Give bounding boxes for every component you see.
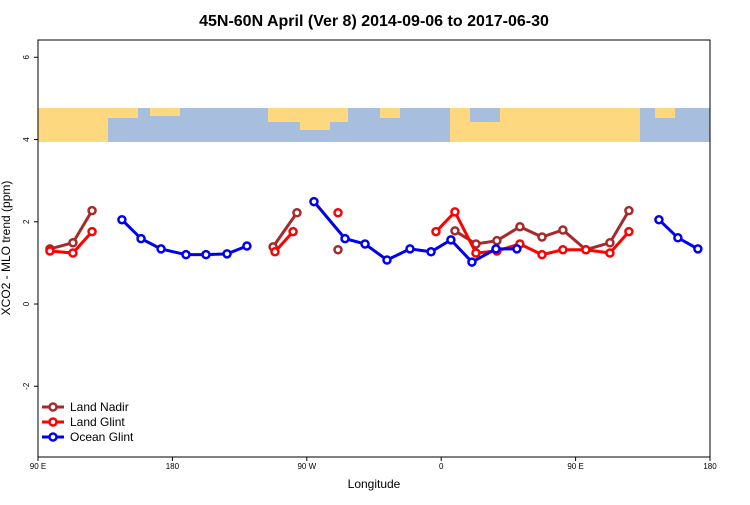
legend-label: Ocean Glint: [70, 430, 134, 444]
data-point: [605, 248, 615, 258]
data-point: [558, 244, 568, 255]
y-tick-label: 4: [22, 137, 31, 142]
x-tick-label: 0: [439, 462, 444, 471]
data-point: [558, 225, 568, 235]
data-point: [333, 207, 343, 218]
y-tick-label: 6: [22, 54, 31, 59]
data-point: [605, 237, 615, 248]
x-tick-label: 90 W: [297, 462, 316, 471]
data-point: [624, 205, 634, 216]
data-point: [467, 257, 477, 267]
x-axis-label: Longitude: [348, 477, 401, 491]
data-point: [68, 237, 78, 248]
data-point: [405, 244, 415, 254]
y-tick-label: -2: [22, 382, 31, 390]
data-point: [242, 241, 252, 251]
data-point: [87, 205, 97, 216]
data-point: [292, 207, 302, 218]
data-point: [222, 249, 232, 259]
data-point: [309, 196, 319, 207]
data-point: [491, 244, 501, 254]
data-point: [624, 226, 634, 237]
x-tick-label: 180: [703, 462, 717, 471]
data-point: [360, 239, 370, 249]
data-point: [136, 233, 146, 244]
legend-marker: [48, 432, 58, 442]
legend-marker: [48, 417, 58, 427]
data-point: [333, 244, 343, 255]
legend-label: Land Nadir: [70, 400, 129, 414]
y-tick-label: 0: [22, 301, 31, 306]
legend-marker: [48, 402, 58, 412]
data-point: [581, 244, 591, 255]
data-point: [537, 249, 547, 260]
x-tick-label: 180: [166, 462, 180, 471]
data-point: [340, 233, 350, 244]
data-point: [68, 248, 78, 258]
data-point: [87, 226, 97, 237]
data-point: [45, 246, 55, 256]
data-point: [512, 244, 522, 254]
data-point: [515, 221, 525, 232]
chart-title: 45N-60N April (Ver 8) 2014-09-06 to 2017…: [199, 13, 549, 30]
map-strip: [38, 108, 710, 142]
legend-label: Land Glint: [70, 415, 125, 429]
data-point: [117, 214, 127, 225]
data-point: [450, 226, 460, 236]
data-point: [181, 249, 191, 260]
data-point: [492, 235, 502, 246]
data-point: [270, 247, 280, 257]
x-tick-label: 90 E: [567, 462, 583, 471]
data-point: [537, 232, 547, 242]
y-axis-label: XCO2 - MLO trend (ppm): [0, 181, 13, 316]
data-point: [201, 249, 211, 260]
x-tick-label: 90 E: [30, 462, 46, 471]
data-point: [471, 248, 481, 258]
data-point: [382, 255, 392, 265]
data-point: [654, 214, 664, 225]
data-point: [673, 233, 683, 243]
y-tick-label: 2: [22, 219, 31, 224]
plot-frame: [37, 39, 711, 458]
data-point: [288, 226, 298, 237]
data-point: [446, 235, 456, 245]
data-point: [431, 226, 441, 237]
data-point: [156, 244, 166, 254]
data-point: [450, 207, 460, 217]
data-point: [693, 244, 703, 254]
data-point: [426, 247, 436, 257]
